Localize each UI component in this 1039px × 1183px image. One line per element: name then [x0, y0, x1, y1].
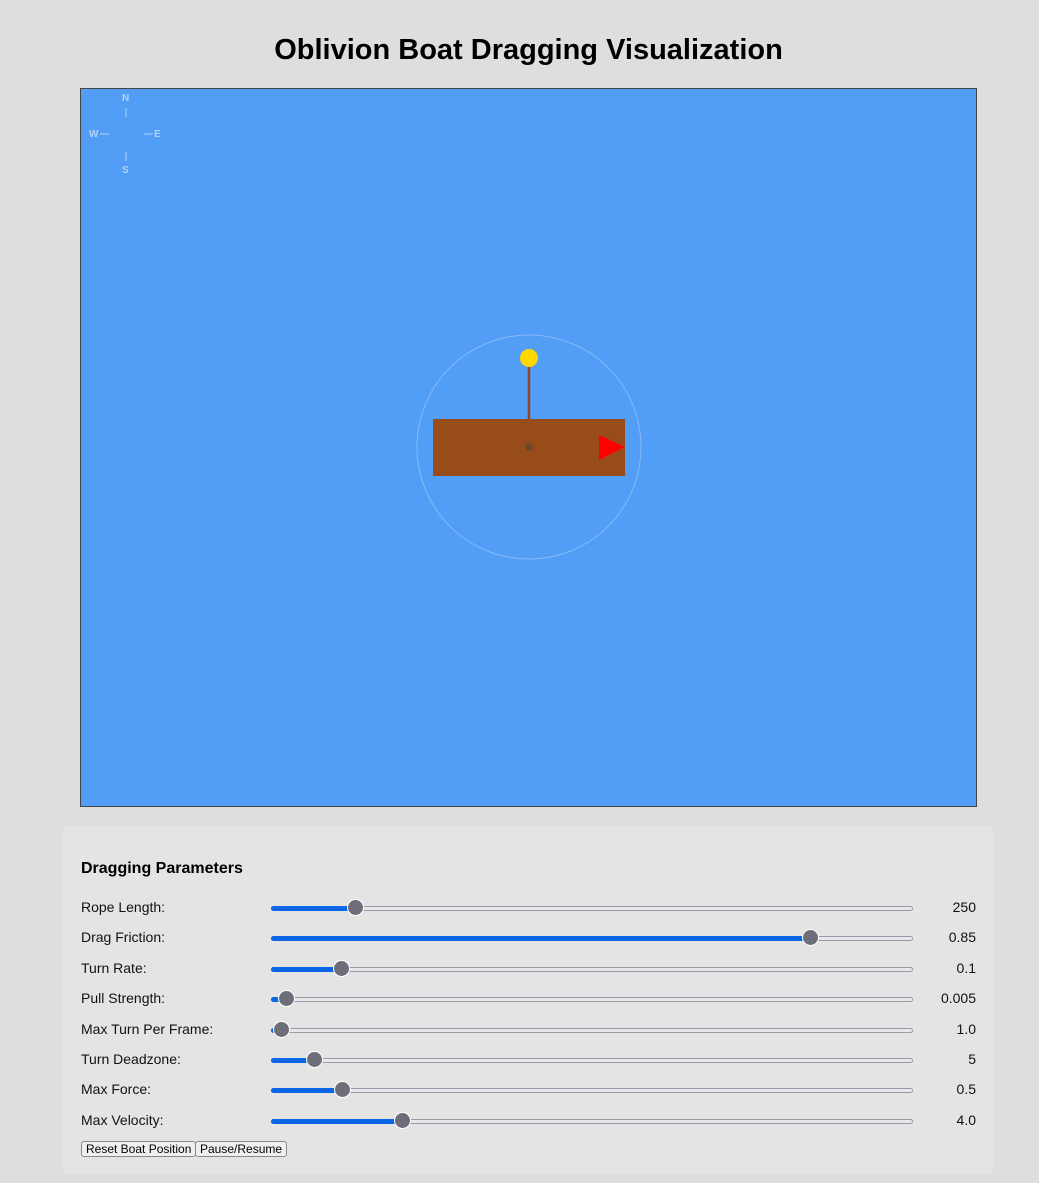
- rope-radius-circle: [416, 334, 642, 560]
- slider-value: 0.5: [956, 1081, 976, 1098]
- slider[interactable]: [271, 990, 913, 1008]
- slider-thumb[interactable]: [801, 929, 819, 947]
- parameters-panel: Dragging Parameters Rope Length: 250 Drag…: [63, 826, 993, 1174]
- slider-label: Rope Length:: [81, 899, 166, 915]
- heading-arrow-icon: [599, 435, 625, 460]
- pause-resume-button[interactable]: Pause/Resume: [195, 1141, 288, 1157]
- slider-value: 0.005: [940, 990, 976, 1007]
- slider-value: 250: [952, 899, 976, 915]
- slider-label: Turn Rate:: [81, 959, 147, 976]
- simulation-canvas[interactable]: N S E W: [80, 88, 977, 807]
- compass-south: S: [122, 165, 129, 176]
- slider-row: Rope Length: 250: [81, 897, 976, 917]
- slider-thumb[interactable]: [333, 959, 351, 977]
- slider-label: Drag Friction:: [81, 929, 166, 946]
- slider-value: 1.0: [956, 1020, 976, 1037]
- slider-fill: [271, 906, 356, 911]
- slider-fill: [271, 936, 810, 942]
- slider-row: Max Velocity: 4.0: [81, 1110, 976, 1130]
- boat-center-dot: [525, 443, 533, 451]
- slider-value: 5: [968, 1051, 976, 1067]
- anchor-point[interactable]: [520, 349, 538, 367]
- slider-row: Max Force: 0.5: [81, 1079, 976, 1099]
- slider-fill: [271, 1088, 342, 1094]
- slider-label: Max Velocity:: [81, 1111, 164, 1128]
- slider-row: Turn Deadzone: 5: [81, 1049, 976, 1069]
- slider-thumb[interactable]: [277, 990, 295, 1008]
- slider-thumb[interactable]: [273, 1020, 290, 1038]
- slider-value: 4.0: [956, 1111, 976, 1128]
- slider-row: Pull Strength: 0.005: [81, 988, 976, 1008]
- slider[interactable]: [271, 1081, 913, 1099]
- slider-thumb[interactable]: [333, 1081, 351, 1099]
- panel-heading: Dragging Parameters: [81, 860, 243, 877]
- slider-value: 0.1: [956, 959, 976, 976]
- slider-thumb[interactable]: [305, 1051, 323, 1068]
- slider[interactable]: [271, 1020, 913, 1038]
- slider-label: Pull Strength:: [81, 990, 166, 1007]
- slider-row: Turn Rate: 0.1: [81, 958, 976, 978]
- slider-value: 0.85: [948, 929, 976, 946]
- reset-boat-button[interactable]: Reset Boat Position: [81, 1141, 197, 1157]
- slider-row: Drag Friction: 0.85: [81, 927, 976, 947]
- page-title: Oblivion Boat Dragging Visualization: [274, 34, 783, 66]
- slider-fill: [271, 1058, 314, 1063]
- slider[interactable]: [271, 929, 913, 947]
- slider[interactable]: [271, 1111, 913, 1129]
- slider-label: Max Turn Per Frame:: [81, 1020, 214, 1037]
- slider-thumb[interactable]: [347, 899, 365, 916]
- compass-east: E: [154, 129, 161, 140]
- slider-fill: [271, 966, 342, 972]
- slider[interactable]: [271, 899, 913, 916]
- slider-label: Max Force:: [81, 1081, 152, 1098]
- slider[interactable]: [271, 959, 913, 977]
- slider-fill: [271, 1118, 402, 1124]
- slider[interactable]: [271, 1051, 913, 1068]
- compass-west: W: [89, 129, 99, 140]
- slider-thumb[interactable]: [393, 1111, 411, 1129]
- slider-label: Turn Deadzone:: [81, 1051, 181, 1067]
- slider-row: Max Turn Per Frame: 1.0: [81, 1019, 976, 1039]
- compass-north: N: [122, 93, 130, 104]
- scene: [416, 334, 642, 560]
